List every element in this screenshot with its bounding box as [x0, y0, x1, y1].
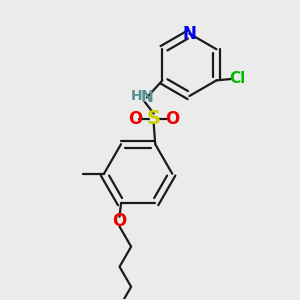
Text: Cl: Cl	[229, 71, 245, 86]
Text: O: O	[165, 110, 179, 128]
Text: O: O	[112, 212, 127, 230]
Text: S: S	[147, 110, 161, 128]
Text: O: O	[128, 110, 142, 128]
Text: N: N	[182, 25, 196, 43]
Text: N: N	[140, 90, 153, 105]
Text: H: H	[131, 89, 142, 103]
